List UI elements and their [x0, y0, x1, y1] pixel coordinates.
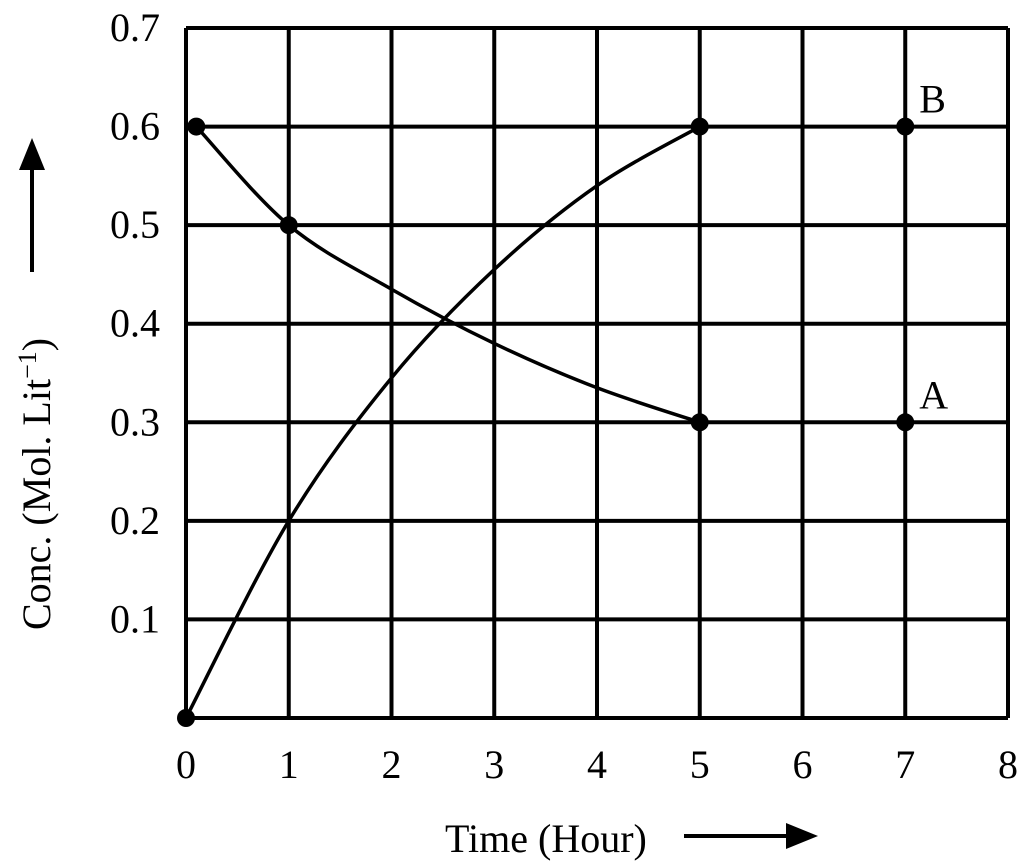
series-a-curve — [194, 125, 701, 424]
y-tick-label: 0.3 — [110, 399, 160, 444]
x-axis-label: Time (Hour) — [445, 816, 647, 861]
y-tick-label: 0.6 — [110, 104, 160, 149]
series-a-point — [896, 413, 915, 432]
series-a-point — [279, 216, 298, 235]
y-tick-label: 0.5 — [110, 202, 160, 247]
x-tick-label: 7 — [895, 742, 915, 787]
tick-labels: 0 1 2 3 4 5 6 7 8 0.1 0.2 0.3 0.4 0.5 0.6 0.7 — [110, 5, 1018, 787]
x-tick-label: 4 — [587, 742, 607, 787]
series-b-label: B — [919, 77, 946, 122]
x-tick-label: 1 — [279, 742, 299, 787]
x-tick-label: 8 — [998, 742, 1018, 787]
series-b-curve — [184, 125, 701, 719]
y-axis-arrow — [19, 138, 45, 272]
x-tick-label: 3 — [484, 742, 504, 787]
y-tick-label: 0.4 — [110, 301, 160, 346]
x-tick-label: 5 — [690, 742, 710, 787]
series-a-point — [690, 413, 709, 432]
series-layer: AB — [177, 77, 948, 727]
x-tick-label: 6 — [793, 742, 813, 787]
y-axis-label: Conc. (Mol. Lit−1) — [13, 338, 59, 630]
chart-grid — [184, 26, 1010, 720]
series-b-point — [896, 117, 915, 136]
series-a-label: A — [919, 372, 948, 417]
series-b-point — [690, 117, 709, 136]
series-b-point — [177, 709, 195, 727]
x-tick-label: 0 — [176, 742, 196, 787]
y-tick-label: 0.1 — [110, 596, 160, 641]
x-tick-label: 2 — [382, 742, 402, 787]
series-a-point — [187, 117, 206, 136]
y-tick-label: 0.7 — [110, 5, 160, 50]
y-tick-label: 0.2 — [110, 498, 160, 543]
x-axis-arrow — [684, 823, 818, 849]
